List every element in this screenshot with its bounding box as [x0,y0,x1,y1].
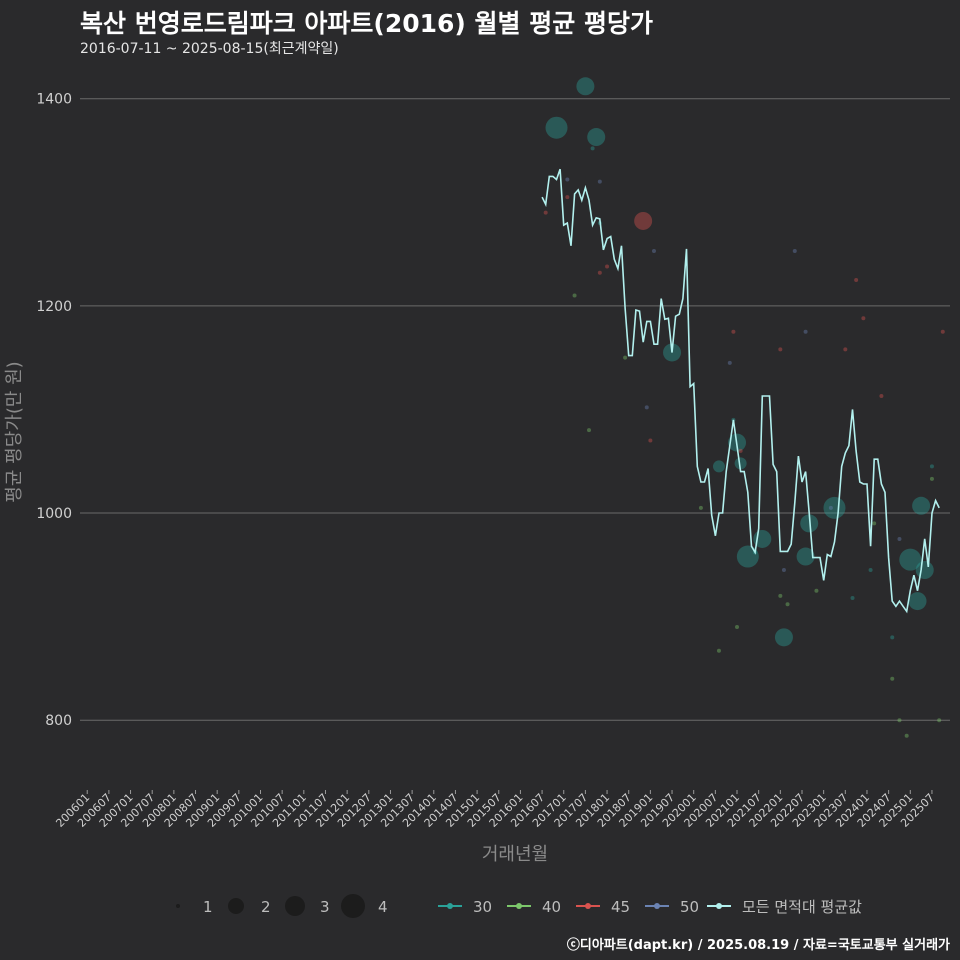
scatter-point-30 [587,128,606,147]
scatter-point-40 [890,676,895,681]
scatter-point-50 [565,177,570,182]
scatter-point-30 [590,146,595,151]
color-legend-label: 모든 면적대 평균값 [742,898,862,916]
color-legend-label: 45 [611,898,630,916]
average-price-line [541,168,940,614]
scatter-point-45 [543,210,548,215]
color-legend-dot [585,903,591,909]
scatter-point-30 [734,457,747,470]
y-tick-label: 800 [45,713,72,729]
scatter-point-45 [854,277,859,282]
scatter-point-40 [937,718,942,723]
scatter-point-50 [897,536,902,541]
scatter-point-30 [912,496,931,515]
scatter-point-45 [597,270,602,275]
scatter-point-50 [781,568,786,573]
scatter-point-45 [731,329,736,334]
scatter-point-45 [565,195,570,200]
x-axis-ticks: 2006012006072007012007072008012008072009… [53,790,937,830]
scatter-point-45 [940,329,945,334]
color-legend-dot [516,903,522,909]
grid-lines [80,98,950,721]
scatter-point-45 [861,316,866,321]
size-legend-label: 4 [378,898,388,916]
size-legend-label: 3 [320,898,330,916]
scatter-point-50 [828,505,833,510]
scatter-point-45 [778,347,783,352]
scatter-point-30 [796,547,815,566]
color-legend-label: 50 [680,898,699,916]
scatter-point-50 [597,179,602,184]
scatter-point-40 [623,355,628,360]
scatter-point-30 [929,464,934,469]
scatter-point-40 [587,428,592,433]
color-legend-label: 40 [542,898,561,916]
chart-subtitle: 2016-07-11 ~ 2025-08-15(최근계약일) [80,41,339,57]
scatter-point-50 [792,248,797,253]
scatter-point-30 [899,548,922,571]
scatter-point-40 [778,593,783,598]
scatter-point-30 [823,496,846,519]
color-legend-dot [716,903,722,909]
scatter-point-50 [651,248,656,253]
scatter-point-50 [727,360,732,365]
scatter-point-50 [644,405,649,410]
scatter-point-40 [897,718,902,723]
scatter-point-40 [716,648,721,653]
scatter-point-45 [738,448,743,453]
scatter-point-30 [774,628,793,647]
scatter-points [543,77,945,738]
scatter-point-45 [605,264,610,269]
chart-title: 복산 번영로드림파크 아파트(2016) 월별 평균 평당가 [80,9,653,38]
source-credit: ⓒ디아파트(dapt.kr) / 2025.08.19 / 자료=국토교통부 실… [566,938,950,953]
size-legend-label: 2 [261,898,271,916]
scatter-point-45 [843,347,848,352]
size-legend-key-2 [228,898,244,914]
size-legend-key-3 [285,896,305,916]
y-tick-label: 1400 [36,92,72,108]
scatter-point-30 [868,568,873,573]
size-legend-key-4 [341,894,365,918]
scatter-point-30 [545,116,568,139]
y-axis-title: 평균 평당가(만 원) [4,361,25,502]
scatter-point-30 [712,460,725,473]
scatter-point-40 [872,521,877,526]
scatter-point-50 [803,329,808,334]
scatter-point-40 [785,602,790,607]
scatter-point-30 [915,561,934,580]
scatter-point-30 [800,514,819,533]
scatter-point-40 [929,476,934,481]
average-line [541,168,940,614]
scatter-point-45 [634,211,653,230]
y-axis-ticks: 800 1000 1200 1400 [36,92,72,729]
scatter-point-30 [576,77,595,96]
scatter-point-45 [879,393,884,398]
scatter-point-40 [814,588,819,593]
scatter-point-40 [698,505,703,510]
scatter-point-30 [850,595,855,600]
scatter-point-40 [735,624,740,629]
legend: 1 2 3 4 30 40 45 50 모든 면적대 평균값 [176,894,862,918]
y-tick-label: 1000 [36,506,72,522]
scatter-point-45 [648,438,653,443]
scatter-point-40 [572,293,577,298]
scatter-point-30 [736,545,759,568]
x-axis-title: 거래년월 [482,844,548,865]
y-tick-label: 1200 [36,299,72,315]
scatter-point-30 [908,592,927,611]
color-legend-dot [447,903,453,909]
scatter-point-30 [890,635,895,640]
size-legend-label: 1 [203,898,213,916]
size-legend-key-1 [176,904,180,908]
scatter-point-40 [904,733,909,738]
color-legend-dot [654,903,660,909]
color-legend-label: 30 [473,898,492,916]
